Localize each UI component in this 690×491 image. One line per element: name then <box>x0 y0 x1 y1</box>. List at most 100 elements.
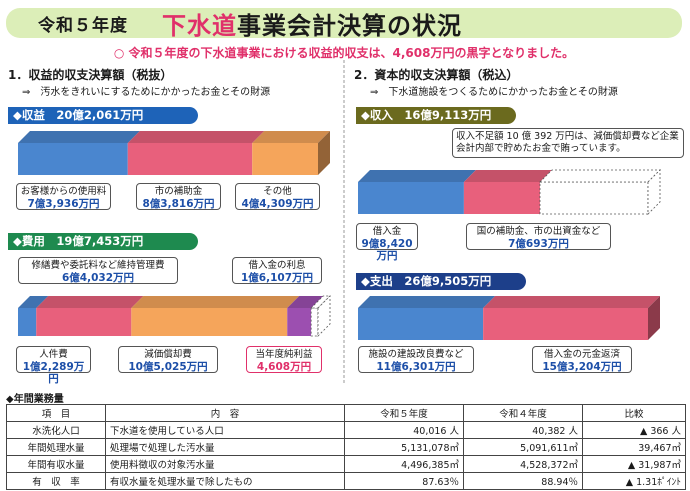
callout-maintenance: 修繕費や委託料など維持管理費 6億4,032万円 <box>18 257 178 284</box>
expense-bar-segment-0 <box>18 308 37 336</box>
callout-borrowing: 借入金 9億8,420万円 <box>356 223 418 262</box>
summary-text: ○ 令和５年度の下水道事業における収益的収支は、4,608万円の黒字となりました… <box>113 46 575 60</box>
right-heading: 2．資本的収支決算額（税込） <box>354 68 519 82</box>
cell: 88.94％ <box>463 472 583 490</box>
cell: 5,131,078㎥ <box>344 438 464 456</box>
page-title: 下水道事業会計決算の状況 <box>162 6 462 41</box>
expense-bar-segment-3 <box>287 308 312 336</box>
usage-fee-label: お客様からの使用料 <box>20 186 107 197</box>
cell: 5,091,611㎥ <box>463 438 583 456</box>
personnel-label: 人件費 <box>39 349 68 360</box>
cell: 処理場で処理した汚水量 <box>105 438 345 456</box>
spending-bar-segment-top-0 <box>358 296 496 308</box>
left-heading: 1．収益的収支決算額（税抜） <box>8 68 173 82</box>
depreciation-value: 10億5,025万円 <box>128 361 208 373</box>
table-row: 有 収 率 有収水量を処理水量で除したもの 87.63％ 88.94％ ▲ 1.… <box>6 472 686 490</box>
table-header-row: 項 目 内 容 令和５年度 令和４年度 比較 <box>6 404 686 422</box>
callout-other: その他 4億4,309万円 <box>235 183 320 210</box>
income-tag: ◆収入 16億9,113万円 <box>356 107 516 124</box>
title-part2: 事業会計決算の状況 <box>237 12 462 40</box>
interest-value: 1億6,107万円 <box>240 272 314 284</box>
cell: 水洗化人口 <box>6 421 106 439</box>
cell: 40,382 人 <box>463 421 583 439</box>
callout-principal: 借入金の元金返済 15億3,204万円 <box>532 346 632 373</box>
table-row: 年間処理水量 処理場で処理した汚水量 5,131,078㎥ 5,091,611㎥… <box>6 438 686 456</box>
expense-bar-segment-top-3 <box>287 296 324 308</box>
revenue-bar-side <box>318 131 330 175</box>
spending-bar-side <box>648 296 660 340</box>
income-bar-segment-0 <box>358 182 464 214</box>
income-bar-segment-top-1 <box>463 170 552 182</box>
spending-tag: ◆支出 26億9,505万円 <box>356 273 526 290</box>
national-subsidy-value: 7億693万円 <box>508 238 569 250</box>
left-sub: ⇒ 汚水をきれいにするためにかかったお金とその財源 <box>22 87 271 98</box>
spending-bar-segment-0 <box>358 308 484 340</box>
table-label: ◆年間業務量 <box>6 394 64 405</box>
expense-bar-segment-4 <box>310 307 319 337</box>
expense-bar-side <box>317 295 331 337</box>
net-profit-label: 当年度純利益 <box>255 349 313 360</box>
income-bar-shortfall-segment <box>539 181 649 215</box>
cell: 年間処理水量 <box>6 438 106 456</box>
title-banner <box>6 8 682 38</box>
cell: 40,016 人 <box>344 421 464 439</box>
th-item: 項 目 <box>6 404 106 422</box>
callout-personnel: 人件費 1億2,289万円 <box>16 346 91 385</box>
cell: 39,467㎥ <box>582 438 686 456</box>
other-value: 4億4,309万円 <box>241 198 314 210</box>
national-subsidy-label: 国の補助金、市の出資金など <box>476 226 601 237</box>
cell: ▲ 1.31ﾎﾟｲﾝﾄ <box>582 472 686 490</box>
city-subsidy-value: 8億3,816万円 <box>142 198 215 210</box>
title-year: 令和５年度 <box>38 16 128 36</box>
callout-net-profit: 当年度純利益 4,608万円 <box>246 346 322 373</box>
net-profit-value: 4,608万円 <box>256 361 312 373</box>
revenue-tag: ◆収益 20億2,061万円 <box>8 107 198 124</box>
revenue-bar-segment-1 <box>127 143 253 175</box>
th-r5: 令和５年度 <box>344 404 464 422</box>
cell: 年間有収水量 <box>6 455 106 473</box>
maintenance-label: 修繕費や委託料など維持管理費 <box>31 260 165 271</box>
callout-shortfall-note: 収入不足額 10 億 392 万円は、減価償却費など企業会計内部で貯めたお金で賄… <box>452 128 684 158</box>
cell: 下水道を使用している人口 <box>105 421 345 439</box>
interest-label: 借入金の利息 <box>248 260 306 271</box>
expense-bar-segment-1 <box>36 308 132 336</box>
expense-tag: ◆費用 19億7,453万円 <box>8 233 198 250</box>
callout-depreciation: 減価償却費 10億5,025万円 <box>118 346 218 373</box>
cell: 有収水量を処理水量で除したもの <box>105 472 345 490</box>
principal-value: 15億3,204万円 <box>542 361 622 373</box>
callout-usage-fee: お客様からの使用料 7億3,936万円 <box>16 183 111 210</box>
construction-value: 11億6,301万円 <box>376 361 456 373</box>
income-bar-side <box>647 169 661 215</box>
th-r4: 令和４年度 <box>463 404 583 422</box>
income-bar-shortfall-top <box>539 169 661 183</box>
income-bar-segment-top-0 <box>358 170 476 182</box>
revenue-bar-segment-top-2 <box>252 131 330 143</box>
expense-bar-segment-top-1 <box>36 296 144 308</box>
table-row: 年間有収水量 使用料徴収の対象汚水量 4,496,385㎥ 4,528,372㎥… <box>6 455 686 473</box>
principal-label: 借入金の元金返済 <box>543 349 620 360</box>
title-part1: 下水道 <box>162 12 237 40</box>
maintenance-value: 6億4,032万円 <box>61 272 135 284</box>
construction-label: 施設の建設改良費など <box>368 349 464 360</box>
personnel-value: 1億2,289万円 <box>22 361 85 385</box>
income-bar-segment-1 <box>463 182 540 214</box>
callout-interest: 借入金の利息 1億6,107万円 <box>232 257 322 284</box>
city-subsidy-label: 市の補助金 <box>154 186 203 197</box>
spending-bar-segment-top-1 <box>483 296 660 308</box>
expense-bar-segment-2 <box>131 308 288 336</box>
operations-table: 項 目 内 容 令和５年度 令和４年度 比較 水洗化人口 下水道を使用している人… <box>6 404 686 490</box>
cell: 使用料徴収の対象汚水量 <box>105 455 345 473</box>
revenue-bar-segment-0 <box>18 143 128 175</box>
cell: ▲ 366 人 <box>582 421 686 439</box>
usage-fee-value: 7億3,936万円 <box>27 198 100 210</box>
revenue-bar-segment-top-0 <box>18 131 140 143</box>
revenue-bar-segment-2 <box>252 143 318 175</box>
expense-bar-segment-top-2 <box>131 296 300 308</box>
right-sub: ⇒ 下水道施設をつくるためにかかったお金とその財源 <box>370 87 618 98</box>
borrowing-value: 9億8,420万円 <box>361 238 413 262</box>
callout-national-subsidy: 国の補助金、市の出資金など 7億693万円 <box>466 223 611 250</box>
cell: 4,528,372㎥ <box>463 455 583 473</box>
depreciation-label: 減価償却費 <box>144 349 192 360</box>
cell: 4,496,385㎥ <box>344 455 464 473</box>
